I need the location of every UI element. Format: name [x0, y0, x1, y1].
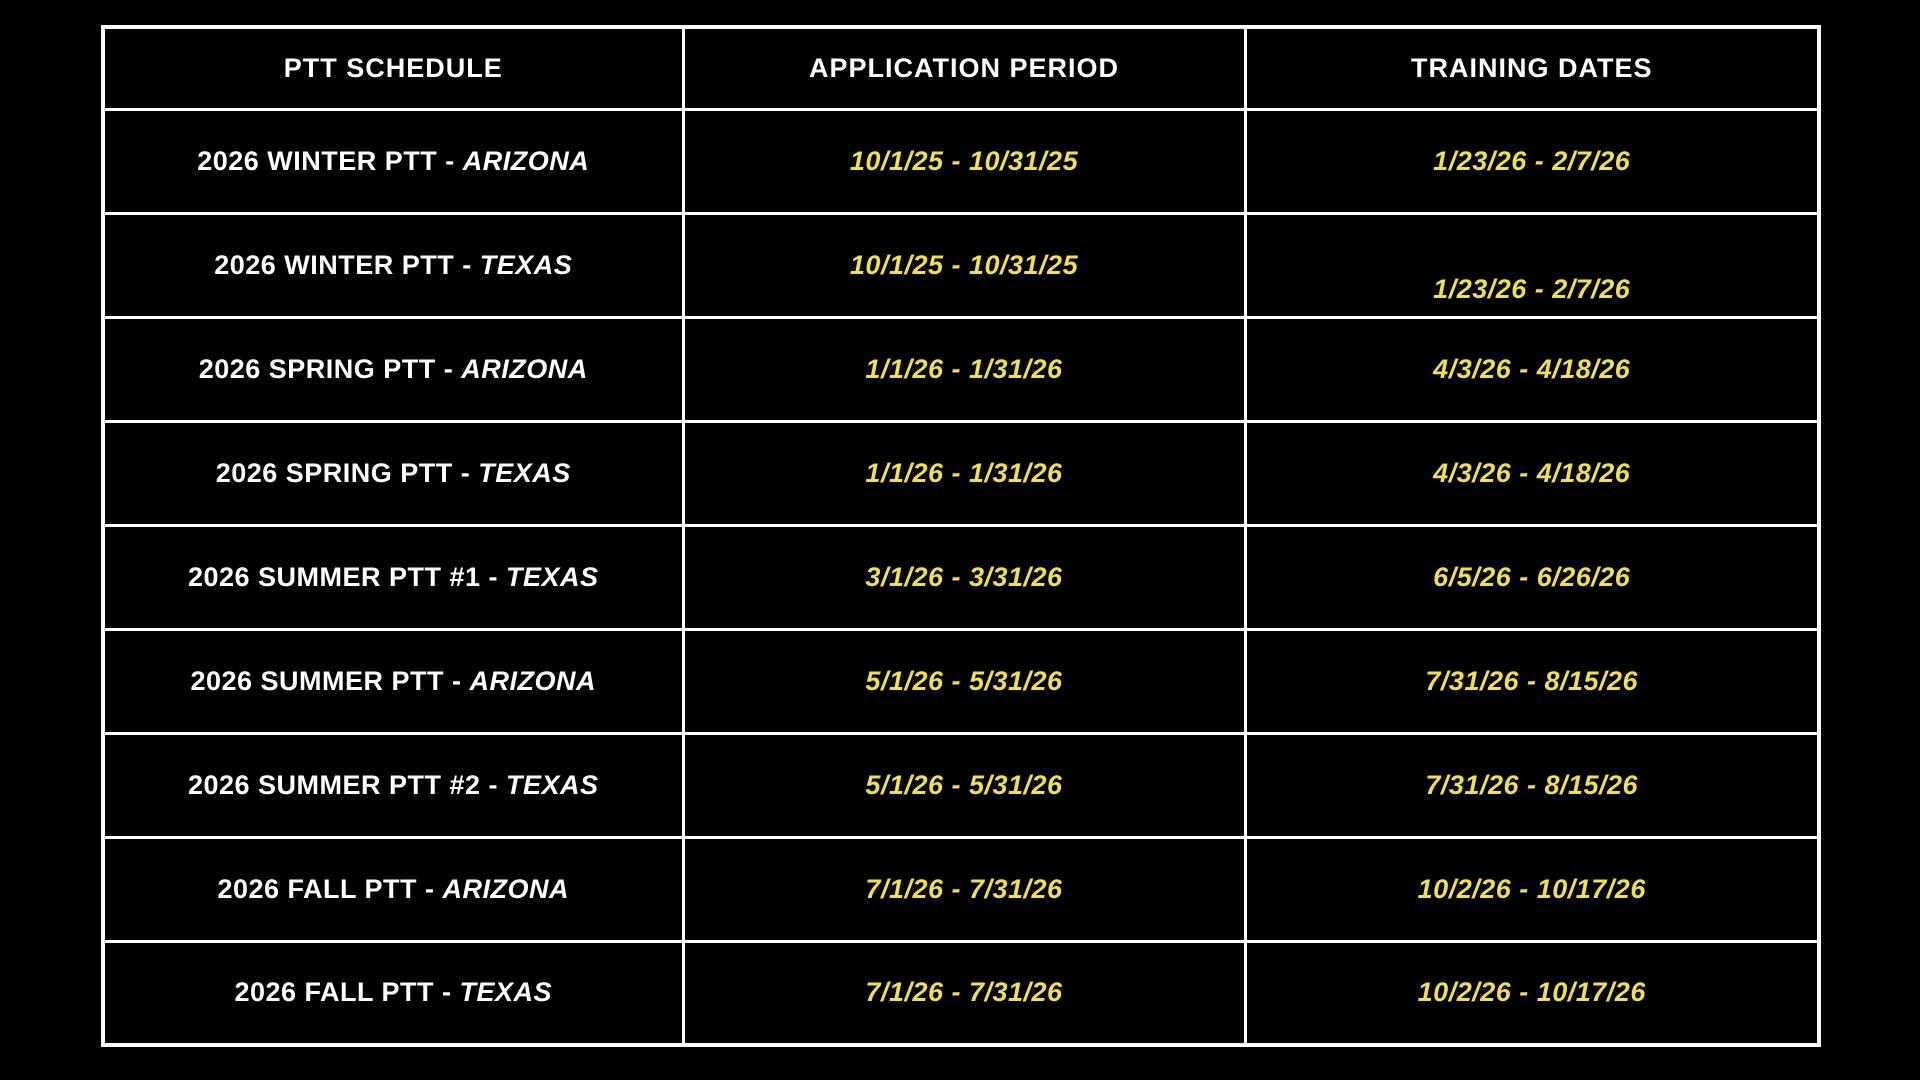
schedule-label: 2026 SUMMER PTT #2 -	[187, 769, 507, 800]
training-dates-value: 10/2/26 - 10/17/26	[1417, 873, 1646, 904]
schedule-table-body: 2026 WINTER PTT - ARIZONA 10/1/25 - 10/3…	[101, 107, 1821, 1047]
schedule-state: TEXAS	[478, 457, 571, 488]
header-ptt-schedule: PTT SCHEDULE	[101, 25, 685, 111]
table-row: 2026 SUMMER PTT - ARIZONA 5/1/26 - 5/31/…	[101, 627, 1821, 735]
training-dates-value: 4/3/26 - 4/18/26	[1433, 457, 1631, 488]
application-period-cell: 3/1/26 - 3/31/26	[681, 523, 1247, 631]
table-row: 2026 SUMMER PTT #2 - TEXAS 5/1/26 - 5/31…	[101, 731, 1821, 839]
training-dates-value: 10/2/26 - 10/17/26	[1417, 977, 1646, 1008]
application-period-value: 3/1/26 - 3/31/26	[865, 561, 1063, 592]
training-dates-value: 1/23/26 - 2/7/26	[1433, 273, 1631, 304]
training-dates-value: 6/5/26 - 6/26/26	[1433, 561, 1631, 592]
schedule-name-cell: 2026 FALL PTT - ARIZONA	[101, 835, 685, 943]
training-dates-cell: 10/2/26 - 10/17/26	[1243, 835, 1821, 943]
schedule-state: TEXAS	[479, 249, 573, 280]
schedule-name-cell: 2026 SPRING PTT - ARIZONA	[101, 315, 685, 423]
application-period-value: 1/1/26 - 1/31/26	[865, 353, 1063, 384]
application-period-cell: 10/1/25 - 10/31/25	[681, 211, 1247, 319]
training-dates-value: 1/23/26 - 2/7/26	[1433, 145, 1631, 176]
training-dates-value: 7/31/26 - 8/15/26	[1425, 769, 1639, 800]
training-dates-cell: 4/3/26 - 4/18/26	[1243, 315, 1821, 423]
application-period-value: 5/1/26 - 5/31/26	[865, 665, 1063, 696]
application-period-cell: 5/1/26 - 5/31/26	[681, 731, 1247, 839]
schedule-label: 2026 FALL PTT -	[234, 977, 460, 1008]
application-period-cell: 5/1/26 - 5/31/26	[681, 627, 1247, 735]
schedule-state: TEXAS	[459, 977, 553, 1008]
application-period-cell: 1/1/26 - 1/31/26	[681, 419, 1247, 527]
schedule-name-cell: 2026 SUMMER PTT - ARIZONA	[101, 627, 685, 735]
application-period-cell: 7/1/26 - 7/31/26	[681, 939, 1247, 1047]
schedule-state: ARIZONA	[442, 873, 570, 904]
schedule-name-cell: 2026 SPRING PTT - TEXAS	[101, 419, 685, 527]
training-dates-cell: 10/2/26 - 10/17/26	[1243, 939, 1821, 1047]
application-period-cell: 1/1/26 - 1/31/26	[681, 315, 1247, 423]
schedule-state: TEXAS	[506, 769, 599, 800]
training-dates-cell: 1/23/26 - 2/7/26	[1243, 211, 1821, 319]
application-period-value: 10/1/25 - 10/31/25	[849, 145, 1079, 176]
schedule-state: ARIZONA	[461, 353, 588, 384]
training-dates-cell: 7/31/26 - 8/15/26	[1243, 731, 1821, 839]
training-dates-cell: 1/23/26 - 2/7/26	[1243, 107, 1821, 215]
table-row: 2026 WINTER PTT - TEXAS 10/1/25 - 10/31/…	[101, 211, 1821, 319]
ptt-schedule-table-container: PTT SCHEDULE APPLICATION PERIOD TRAINING…	[101, 25, 1821, 1047]
training-dates-cell: 7/31/26 - 8/15/26	[1243, 627, 1821, 735]
schedule-label: 2026 WINTER PTT -	[197, 145, 463, 176]
application-period-value: 1/1/26 - 1/31/26	[865, 457, 1063, 488]
header-application-period: APPLICATION PERIOD	[681, 25, 1247, 111]
header-training-dates: TRAINING DATES	[1243, 25, 1821, 111]
table-row: 2026 SPRING PTT - TEXAS 1/1/26 - 1/31/26…	[101, 419, 1821, 527]
application-period-value: 7/1/26 - 7/31/26	[865, 873, 1063, 904]
ptt-schedule-table: PTT SCHEDULE APPLICATION PERIOD TRAINING…	[101, 25, 1821, 1047]
schedule-label: 2026 SPRING PTT -	[198, 353, 462, 384]
schedule-name-cell: 2026 FALL PTT - TEXAS	[101, 939, 685, 1047]
table-row: 2026 WINTER PTT - ARIZONA 10/1/25 - 10/3…	[101, 107, 1821, 215]
schedule-state: ARIZONA	[469, 665, 597, 696]
schedule-label: 2026 SPRING PTT -	[215, 457, 479, 488]
table-row: 2026 SUMMER PTT #1 - TEXAS 3/1/26 - 3/31…	[101, 523, 1821, 631]
table-row: 2026 FALL PTT - ARIZONA 7/1/26 - 7/31/26…	[101, 835, 1821, 943]
application-period-value: 5/1/26 - 5/31/26	[865, 769, 1063, 800]
schedule-name-cell: 2026 WINTER PTT - TEXAS	[101, 211, 685, 319]
application-period-cell: 7/1/26 - 7/31/26	[681, 835, 1247, 943]
schedule-name-cell: 2026 SUMMER PTT #1 - TEXAS	[101, 523, 685, 631]
application-period-cell: 10/1/25 - 10/31/25	[681, 107, 1247, 215]
schedule-label: 2026 WINTER PTT -	[214, 249, 480, 280]
schedule-state: TEXAS	[506, 561, 599, 592]
training-dates-cell: 4/3/26 - 4/18/26	[1243, 419, 1821, 527]
table-row: 2026 SPRING PTT - ARIZONA 1/1/26 - 1/31/…	[101, 315, 1821, 423]
schedule-label: 2026 FALL PTT -	[217, 873, 443, 904]
table-row: 2026 FALL PTT - TEXAS 7/1/26 - 7/31/26 1…	[101, 939, 1821, 1047]
training-dates-value: 4/3/26 - 4/18/26	[1433, 353, 1631, 384]
application-period-value: 10/1/25 - 10/31/25	[849, 249, 1079, 280]
schedule-label: 2026 SUMMER PTT -	[190, 665, 470, 696]
table-header-row: PTT SCHEDULE APPLICATION PERIOD TRAINING…	[101, 25, 1821, 111]
schedule-name-cell: 2026 SUMMER PTT #2 - TEXAS	[101, 731, 685, 839]
training-dates-cell: 6/5/26 - 6/26/26	[1243, 523, 1821, 631]
training-dates-value: 7/31/26 - 8/15/26	[1425, 665, 1639, 696]
application-period-value: 7/1/26 - 7/31/26	[865, 977, 1063, 1008]
schedule-label: 2026 SUMMER PTT #1 -	[187, 561, 507, 592]
schedule-name-cell: 2026 WINTER PTT - ARIZONA	[101, 107, 685, 215]
schedule-state: ARIZONA	[462, 145, 590, 176]
